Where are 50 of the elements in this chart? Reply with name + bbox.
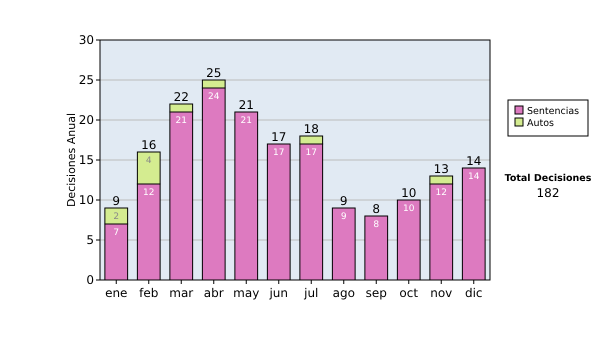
x-tick-label: nov [430, 286, 452, 300]
data-label: 8 [373, 220, 380, 230]
y-tick-label: 0 [86, 273, 94, 287]
data-label: 14 [468, 172, 480, 182]
x-tick-label: mar [169, 286, 194, 300]
total-label: 21 [238, 98, 254, 112]
total-label: 17 [271, 130, 286, 144]
text: Total Decisiones [504, 173, 592, 184]
data-label: 21 [176, 116, 187, 126]
total-label: 18 [304, 122, 319, 136]
total-label: 13 [434, 162, 449, 176]
total-label: 25 [206, 66, 222, 80]
data-label: 17 [273, 148, 284, 158]
total-label: 16 [141, 138, 156, 152]
y-tick-label: 30 [78, 33, 94, 47]
total-label: 10 [401, 186, 416, 200]
data-label: 12 [143, 188, 154, 198]
data-label: 2 [113, 212, 120, 222]
data-label: 21 [240, 116, 252, 126]
x-tick-label: jun [268, 286, 288, 300]
x-tick-label: feb [139, 286, 158, 300]
y-tick-label: 15 [78, 153, 94, 167]
total-label: 14 [466, 154, 482, 168]
y-axis-title: Decisiones Anual [65, 112, 78, 208]
x-tick-label: ago [332, 286, 355, 300]
x-tick-label: jul [303, 286, 318, 300]
data-label: 4 [146, 156, 152, 166]
total-label: 9 [112, 194, 120, 208]
total-label: 8 [372, 202, 380, 216]
text: 182 [536, 186, 560, 200]
total-label: 22 [174, 90, 189, 104]
data-label: 9 [340, 212, 347, 222]
data-label: 24 [208, 92, 220, 102]
y-tick-label: 5 [86, 233, 94, 247]
data-label: 12 [436, 188, 447, 198]
x-tick-label: sep [366, 286, 387, 300]
x-tick-label: may [233, 286, 260, 300]
data-label: 7 [113, 228, 120, 238]
x-tick-label: abr [204, 286, 224, 300]
y-tick-label: 10 [78, 193, 94, 207]
total-label: 9 [340, 194, 348, 208]
legend-label: Sentencias [527, 106, 580, 117]
x-tick-label: ene [105, 286, 128, 300]
x-tick-label: dic [464, 286, 483, 300]
y-tick-label: 20 [78, 113, 94, 127]
x-tick-label: oct [399, 286, 418, 300]
data-label: 10 [403, 204, 415, 214]
y-tick-label: 25 [78, 73, 94, 87]
data-label: 17 [306, 148, 317, 158]
legend-label: Autos [527, 118, 554, 129]
